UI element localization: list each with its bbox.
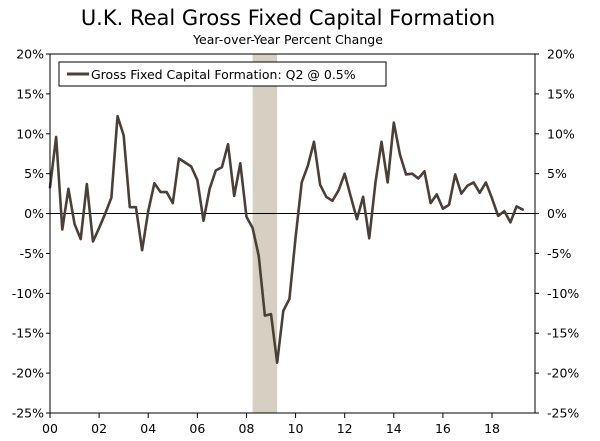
y-left-tick-label: 0% xyxy=(24,206,44,221)
y-right-tick-label: 10% xyxy=(547,126,575,141)
y-left-tick-label: -10% xyxy=(12,286,44,301)
x-tick-label: 12 xyxy=(337,421,353,436)
y-left-tick-label: -25% xyxy=(12,406,44,421)
recession-shading-layer xyxy=(252,54,278,413)
series-line-0 xyxy=(48,114,525,365)
chart-title: U.K. Real Gross Fixed Capital Formation xyxy=(81,6,495,30)
x-tick-label: 10 xyxy=(288,421,304,436)
y-left-tick-label: -20% xyxy=(12,366,44,381)
y-right-tick-label: -5% xyxy=(547,246,571,261)
series-layer xyxy=(48,114,525,365)
x-tick-label: 16 xyxy=(435,421,451,436)
y-right-tick-label: 20% xyxy=(547,47,575,62)
y-left-tick-label: 10% xyxy=(16,126,44,141)
chart-subtitle: Year-over-Year Percent Change xyxy=(192,32,383,47)
y-right-tick-label: -10% xyxy=(547,286,579,301)
legend-label: Gross Fixed Capital Formation: Q2 @ 0.5% xyxy=(91,67,356,82)
y-axis-left: 20% 15% 10% 5% 0% -5% -10% -15% -20% -25% xyxy=(12,47,50,421)
y-right-tick-label: -25% xyxy=(547,406,579,421)
y-right-tick-label: -15% xyxy=(547,326,579,341)
x-tick-label: 06 xyxy=(189,421,205,436)
y-left-tick-label: 20% xyxy=(16,47,44,62)
x-tick-label: 00 xyxy=(42,421,58,436)
x-tick-label: 02 xyxy=(91,421,107,436)
y-left-tick-label: -5% xyxy=(20,246,44,261)
y-right-tick-label: 0% xyxy=(547,206,567,221)
y-right-tick-label: 5% xyxy=(547,166,567,181)
y-right-tick-label: -20% xyxy=(547,366,579,381)
y-right-tick-label: 15% xyxy=(547,86,575,101)
x-tick-label: 08 xyxy=(239,421,255,436)
y-left-tick-label: -15% xyxy=(12,326,44,341)
legend: Gross Fixed Capital Formation: Q2 @ 0.5% xyxy=(58,61,387,87)
plot-area-frame xyxy=(49,53,536,414)
y-left-tick-label: 15% xyxy=(16,86,44,101)
recession-band-0 xyxy=(252,54,278,413)
y-axis-right: 20% 15% 10% 5% 0% -5% -10% -15% -20% -25% xyxy=(535,47,579,421)
x-tick-label: 14 xyxy=(386,421,402,436)
x-axis: 00 02 04 06 08 10 12 14 16 18 xyxy=(42,413,500,436)
x-tick-label: 18 xyxy=(484,421,500,436)
x-tick-label: 04 xyxy=(140,421,156,436)
y-left-tick-label: 5% xyxy=(24,166,44,181)
legend-box xyxy=(58,61,387,87)
